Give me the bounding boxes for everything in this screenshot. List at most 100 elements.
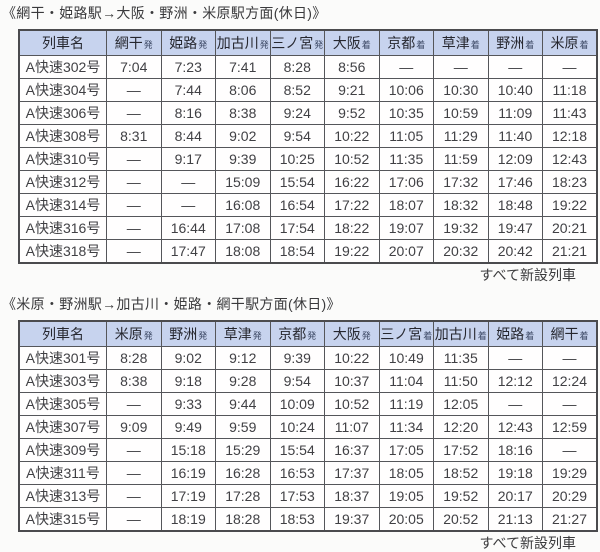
time-cell: 10:52 <box>324 392 380 416</box>
time-cell: — <box>106 392 162 416</box>
time-cell: 8:16 <box>160 101 216 125</box>
time-cell: 8:56 <box>324 55 380 79</box>
train-name-cell: A快速316号 <box>18 216 107 240</box>
time-cell: — <box>106 147 162 171</box>
time-cell: 8:38 <box>215 101 271 125</box>
time-cell: 18:28 <box>215 507 271 532</box>
train-name-cell: A快速315号 <box>18 507 107 532</box>
station-name: 草津 <box>441 35 470 51</box>
time-cell: — <box>106 101 162 125</box>
time-cell: 12:24 <box>542 369 598 393</box>
time-cell: — <box>106 484 162 508</box>
time-cell: — <box>487 346 543 370</box>
time-cell: 18:48 <box>487 193 543 217</box>
time-cell: 10:22 <box>324 124 380 148</box>
time-cell: 10:24 <box>269 415 325 439</box>
time-cell: 10:30 <box>433 78 489 102</box>
outbound-table-title: 《網干・姫路駅→大阪・野洲・米原駅方面(休日)》 <box>2 5 327 21</box>
time-cell: 20:42 <box>487 239 543 264</box>
dep-arr-suffix: 着 <box>477 331 487 341</box>
dep-arr-suffix: 発 <box>361 331 371 341</box>
station-column-header: 草津発 <box>215 320 271 347</box>
time-cell: 9:52 <box>324 101 380 125</box>
time-cell: 16:19 <box>160 461 216 485</box>
time-cell: 16:53 <box>269 461 325 485</box>
dep-arr-suffix: 着 <box>423 331 433 341</box>
time-cell: 19:22 <box>542 193 598 217</box>
time-cell: — <box>160 170 216 194</box>
train-name-cell: A快速310号 <box>18 147 107 171</box>
dep-arr-suffix: 着 <box>525 40 535 50</box>
time-cell: 8:44 <box>160 124 216 148</box>
time-cell: 12:20 <box>433 415 489 439</box>
station-name: 米原 <box>114 326 143 342</box>
time-cell: 19:47 <box>487 216 543 240</box>
train-name-column-header: 列車名 <box>18 320 107 347</box>
time-cell: 20:07 <box>378 239 434 264</box>
time-cell: 11:35 <box>433 346 489 370</box>
station-column-header: 京都着 <box>378 29 434 56</box>
station-column-header: 姫路着 <box>487 320 543 347</box>
train-name-cell: A快速303号 <box>18 369 107 393</box>
station-name: 野洲 <box>169 326 198 342</box>
time-cell: 11:19 <box>378 392 434 416</box>
time-cell: 7:23 <box>160 55 216 79</box>
station-name: 網干 <box>550 326 579 342</box>
station-name: 加古川 <box>434 326 477 342</box>
time-cell: 11:35 <box>378 147 434 171</box>
time-cell: 9:39 <box>269 346 325 370</box>
time-cell: 17:54 <box>269 216 325 240</box>
dep-arr-suffix: 着 <box>416 40 426 50</box>
time-cell: 7:41 <box>215 55 271 79</box>
station-column-header: 米原着 <box>542 29 598 56</box>
station-column-header: 三ノ宮着 <box>378 320 434 347</box>
time-cell: 21:13 <box>487 507 543 532</box>
station-column-header: 野洲発 <box>160 320 216 347</box>
train-name-cell: A快速313号 <box>18 484 107 508</box>
time-cell: 16:44 <box>160 216 216 240</box>
time-cell: 18:23 <box>542 170 598 194</box>
time-cell: 11:05 <box>378 124 434 148</box>
time-cell: 11:07 <box>324 415 380 439</box>
time-cell: 7:44 <box>160 78 216 102</box>
time-cell: 12:43 <box>487 415 543 439</box>
time-cell: 17:53 <box>269 484 325 508</box>
time-cell: 17:19 <box>160 484 216 508</box>
time-cell: 20:21 <box>542 216 598 240</box>
station-column-header: 大阪着 <box>324 29 380 56</box>
train-name-cell: A快速307号 <box>18 415 107 439</box>
station-column-header: 米原発 <box>106 320 162 347</box>
time-cell: 21:21 <box>542 239 598 264</box>
time-cell: 10:49 <box>378 346 434 370</box>
dep-arr-suffix: 着 <box>525 331 535 341</box>
time-cell: 10:06 <box>378 78 434 102</box>
train-name-cell: A快速309号 <box>18 438 107 462</box>
dep-arr-suffix: 発 <box>143 40 153 50</box>
train-row: A快速305号 —9:33 9:44 10:09 10:52 11:19 12:05— — <box>18 392 598 416</box>
station-column-header: 姫路発 <box>160 29 216 56</box>
time-cell: 12:09 <box>487 147 543 171</box>
inbound-timetable-section: 《米原・野洲駅→加古川・姫路・網干駅方面(休日)》 列車名 米原発 野洲発 草津発 京都… <box>2 294 598 552</box>
time-cell: — <box>487 392 543 416</box>
time-cell: 17:28 <box>215 484 271 508</box>
train-row: A快速313号 —17:19 17:28 17:53 18:37 19:05 19:52 20… <box>18 484 598 508</box>
dep-arr-suffix: 着 <box>579 331 589 341</box>
time-cell: 12:05 <box>433 392 489 416</box>
time-cell: 21:27 <box>542 507 598 532</box>
station-column-header: 加古川発 <box>215 29 271 56</box>
time-cell: 10:35 <box>378 101 434 125</box>
time-cell: 9:54 <box>269 124 325 148</box>
time-cell: 8:28 <box>269 55 325 79</box>
time-cell: 16:37 <box>324 438 380 462</box>
time-cell: 12:12 <box>487 369 543 393</box>
time-cell: 7:04 <box>106 55 162 79</box>
time-cell: 16:08 <box>215 193 271 217</box>
time-cell: — <box>542 55 598 79</box>
dep-arr-suffix: 発 <box>198 331 208 341</box>
time-cell: — <box>106 170 162 194</box>
time-cell: — <box>106 438 162 462</box>
train-row: A快速304号 —7:44 8:06 8:52 9:21 10:06 10:30 10:40 1… <box>18 78 598 102</box>
station-name: 京都 <box>387 35 416 51</box>
time-cell: 10:52 <box>324 147 380 171</box>
